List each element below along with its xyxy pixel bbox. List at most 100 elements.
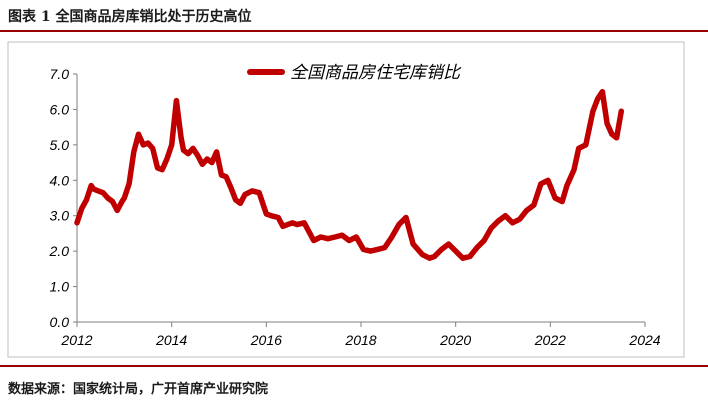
- data-point: [257, 191, 261, 195]
- data-point: [447, 242, 450, 246]
- legend: 全国商品房住宅库销比: [247, 63, 462, 82]
- data-point: [347, 239, 351, 242]
- x-tick-label: 2016: [250, 332, 282, 348]
- chart-area: 0.0 1.0 2.0 3.0 4.0 5.0 6.0 7.0 2012 2014 2016 2018…: [0, 32, 708, 365]
- data-point: [175, 99, 178, 102]
- data-point: [482, 239, 486, 242]
- axes: 0.0 1.0 2.0 3.0 4.0 5.0 6.0 7.0 2012 2014 2016 2018…: [49, 66, 661, 348]
- x-tick-label: 2018: [344, 332, 376, 348]
- data-point: [440, 247, 443, 251]
- data-point: [89, 184, 93, 188]
- data-point: [234, 198, 237, 202]
- data-point: [421, 253, 424, 257]
- top-rule: [0, 30, 708, 32]
- data-point: [281, 224, 285, 228]
- data-point: [610, 132, 614, 136]
- data-point: [151, 147, 155, 150]
- y-tick-label: 0.0: [50, 314, 70, 330]
- data-point: [101, 191, 105, 195]
- data-point: [340, 233, 344, 237]
- data-point: [196, 154, 200, 157]
- y-tick-label: 3.0: [50, 208, 70, 224]
- data-point: [137, 132, 140, 136]
- bottom-rule: [0, 365, 708, 367]
- data-point: [404, 216, 408, 219]
- data-point: [156, 166, 159, 170]
- data-point: [170, 143, 174, 147]
- data-point: [302, 221, 306, 225]
- x-tick-label: 2014: [155, 332, 187, 348]
- data-point: [326, 237, 330, 241]
- data-point: [286, 223, 290, 226]
- x-tick-label: 2012: [60, 332, 92, 348]
- data-point: [475, 246, 479, 250]
- data-point: [276, 216, 280, 219]
- legend-label: 全国商品房住宅库销比: [290, 63, 462, 82]
- data-point: [496, 219, 500, 223]
- line-chart: 0.0 1.0 2.0 3.0 4.0 5.0 6.0 7.0 2012 2014 2016 2018…: [7, 41, 685, 358]
- data-point: [269, 214, 273, 218]
- data-point: [186, 152, 190, 156]
- data-point: [205, 157, 209, 161]
- data-point: [376, 247, 379, 251]
- data-point: [319, 235, 323, 239]
- data-point: [511, 221, 514, 225]
- y-tick-label: 4.0: [50, 172, 70, 188]
- data-point: [432, 255, 436, 258]
- data-point: [605, 122, 609, 125]
- data-point: [411, 242, 415, 246]
- data-point: [146, 141, 150, 145]
- data-point: [361, 247, 365, 251]
- data-point: [369, 249, 372, 253]
- x-tick-label: 2022: [534, 332, 566, 348]
- data-point: [312, 239, 316, 242]
- y-tick-label: 2.0: [49, 243, 70, 259]
- data-point: [115, 209, 119, 212]
- data-point: [80, 207, 84, 211]
- data-point: [619, 109, 623, 113]
- source-note: 数据来源：国家统计局，广开首席产业研究院: [8, 382, 269, 397]
- data-point: [224, 175, 228, 179]
- data-point: [120, 200, 124, 203]
- x-tick-label: 2024: [628, 332, 660, 348]
- data-point: [160, 168, 164, 172]
- data-point: [397, 223, 401, 226]
- data-point: [383, 246, 387, 250]
- data-point: [591, 109, 595, 113]
- data-point: [390, 235, 394, 239]
- data-point: [191, 147, 195, 150]
- data-point: [461, 256, 465, 260]
- y-tick-label: 7.0: [50, 66, 70, 82]
- data-point: [572, 168, 576, 172]
- data-point: [92, 187, 95, 191]
- data-point: [553, 196, 557, 200]
- y-tick-label: 6.0: [50, 101, 70, 117]
- data-point: [518, 217, 521, 221]
- data-point: [106, 196, 110, 200]
- data-point: [354, 235, 358, 239]
- data-point: [111, 200, 114, 203]
- data-point: [179, 136, 183, 140]
- data-point: [615, 136, 618, 140]
- data-point: [219, 173, 223, 177]
- data-point: [489, 226, 493, 230]
- y-tick-label: 1.0: [50, 279, 70, 295]
- data-point: [210, 161, 214, 164]
- data-point: [539, 182, 543, 186]
- data-point: [596, 97, 600, 101]
- data-point: [565, 184, 569, 188]
- data-point: [75, 221, 79, 225]
- figure-title: 图表 1 全国商品房库销比处于历史高位: [8, 9, 252, 25]
- data-point: [132, 150, 136, 154]
- data-point: [238, 201, 242, 205]
- data-point: [577, 147, 581, 150]
- data-point: [454, 249, 458, 253]
- data-point: [546, 178, 550, 182]
- data-point: [243, 193, 247, 196]
- series-layer: [74, 88, 625, 261]
- data-point: [584, 143, 588, 147]
- data-point: [503, 214, 507, 218]
- data-point: [532, 203, 536, 207]
- data-point: [96, 189, 100, 193]
- data-point: [428, 256, 432, 260]
